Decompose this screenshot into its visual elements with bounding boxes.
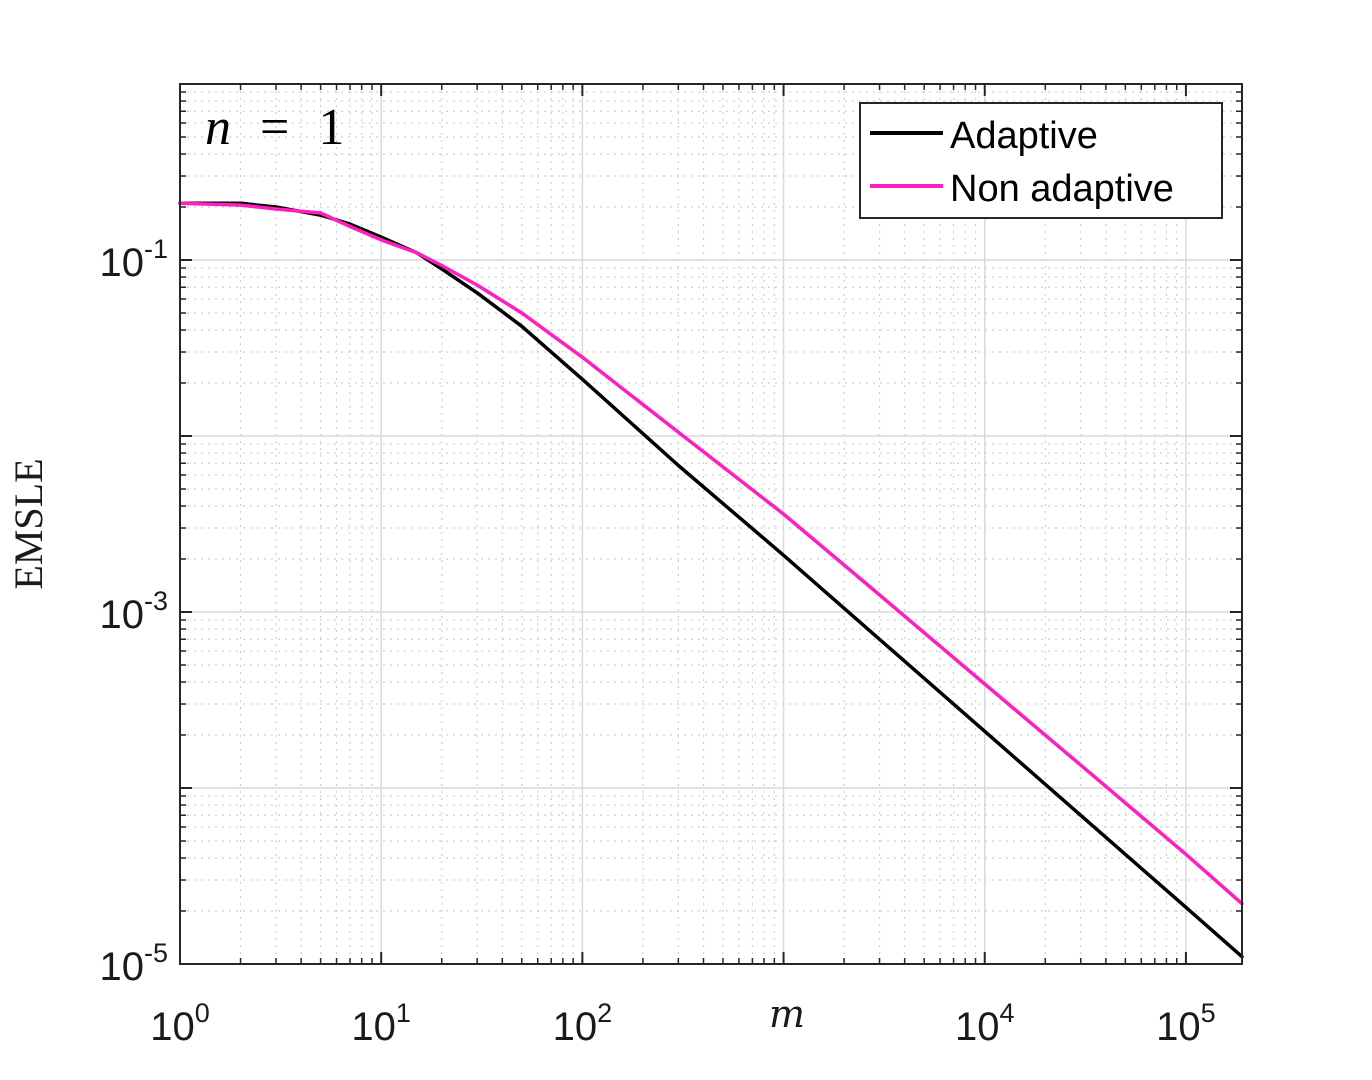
legend-label-non-adaptive: Non adaptive: [950, 168, 1174, 210]
minor-grid: [180, 84, 1242, 964]
y-tick-label-mantissa: 10: [99, 593, 144, 637]
x-tick-label-mantissa: 10: [150, 1005, 195, 1049]
x-tick-label-mantissa: 10: [955, 1005, 1000, 1049]
y-tick-label-mantissa: 10: [99, 241, 144, 285]
x-tick-label-mantissa: 10: [553, 1005, 598, 1049]
plot-frame: [179, 83, 1243, 965]
x-tick-label-exponent: 0: [195, 998, 210, 1028]
x-tick-label: 101: [351, 998, 411, 1049]
y-tick-label-exponent: -5: [144, 938, 168, 968]
x-axis-label: m: [769, 992, 805, 1036]
x-tick-label-exponent: 4: [999, 998, 1014, 1028]
x-tick-label: 104: [955, 998, 1015, 1049]
y-tick-label: 10-3: [99, 586, 168, 637]
y-axis-label: EMSLE: [6, 458, 51, 589]
series-layer: [178, 201, 1244, 959]
x-tick-labels: 100 101 102 104 105: [150, 998, 1215, 1049]
x-tick-label-exponent: 5: [1201, 998, 1216, 1028]
y-tick-label: 10-5: [99, 938, 168, 989]
x-tick-label: 100: [150, 998, 210, 1049]
annotation-value: 1: [318, 99, 344, 156]
y-tick-label-exponent: -1: [144, 234, 168, 264]
x-tick-label: 105: [1156, 998, 1216, 1049]
x-tick-label-exponent: 1: [396, 998, 411, 1028]
annotation-operator: =: [260, 99, 289, 156]
y-tick-labels: 10-110-310-5: [99, 234, 168, 989]
legend: Adaptive Non adaptive: [859, 102, 1223, 219]
x-tick-label-mantissa: 10: [351, 1005, 396, 1049]
series-line-non-adaptive: [178, 201, 1244, 906]
x-tick-label: 102: [553, 998, 613, 1049]
x-tick-label-mantissa: 10: [1156, 1005, 1201, 1049]
legend-label-adaptive: Adaptive: [950, 115, 1098, 157]
y-tick-label: 10-1: [99, 234, 168, 285]
y-tick-label-exponent: -3: [144, 586, 168, 616]
y-tick-label-mantissa: 10: [99, 945, 144, 989]
legend-box: [859, 102, 1223, 219]
annotation-n-equals-1: n = 1: [205, 99, 344, 156]
tick-marks: [179, 83, 1242, 965]
annotation-variable: n: [205, 99, 231, 156]
x-tick-label-exponent: 2: [597, 998, 612, 1028]
